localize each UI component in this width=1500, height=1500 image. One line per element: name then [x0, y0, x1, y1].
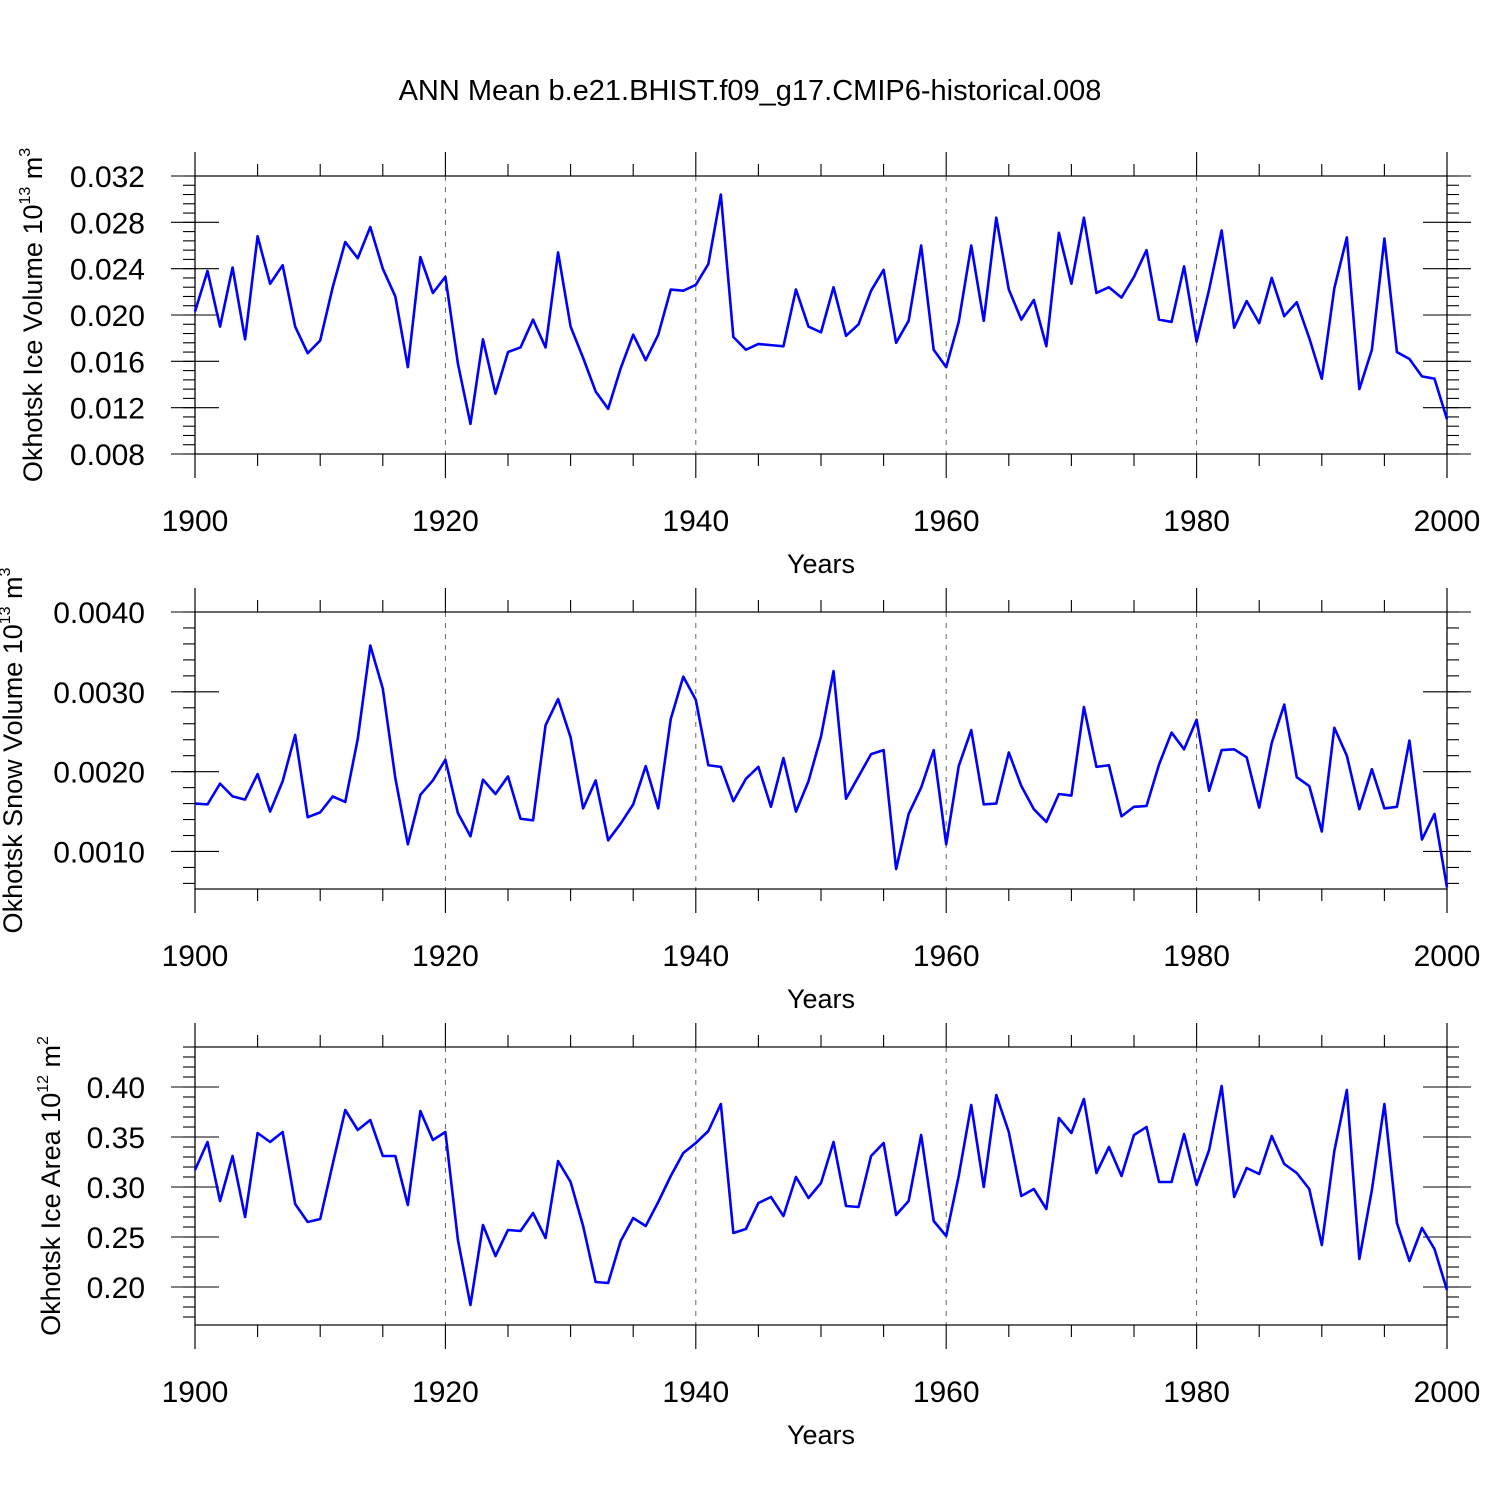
- y-tick-label: 0.028: [70, 207, 145, 240]
- x-tick-label: 1940: [662, 505, 729, 538]
- y-tick-label: 0.35: [87, 1122, 145, 1155]
- y-tick-label: 0.40: [87, 1072, 145, 1105]
- y-axis-label-exponent: 13: [17, 187, 34, 205]
- x-tick-label: 2000: [1414, 940, 1481, 973]
- plot-frame: [194, 175, 1448, 455]
- y-tick-label: 0.024: [70, 254, 145, 287]
- x-tick-label: 1920: [412, 940, 479, 973]
- y-axis-label-unit: m: [18, 157, 48, 187]
- panels: 0.008 0.012 0.016 0.020 0.024 0.028 0.032 1900 1…: [0, 148, 1480, 1450]
- y-tick-label: 0.032: [70, 161, 145, 194]
- y-axis-label-unit-exponent: 2: [35, 1036, 52, 1045]
- y-axis-label: Okhotsk Ice Volume 1013 m3: [17, 148, 48, 482]
- chart-panel-2: 0.0010 0.0020 0.0030 0.0040 1900 1920 1940 1960…: [0, 567, 1480, 1014]
- y-tick-label: 0.0040: [53, 597, 145, 630]
- y-tick-label: 0.25: [87, 1222, 145, 1255]
- y-tick-label: 0.0010: [53, 836, 145, 869]
- y-axis-label-unit-exponent: 3: [17, 148, 34, 157]
- x-tick-label: 2000: [1414, 1376, 1481, 1409]
- y-tick-label: 0.016: [70, 346, 145, 379]
- y-tick-label: 0.012: [70, 393, 145, 426]
- plot-frame: [194, 1046, 1448, 1326]
- y-axis-label: Okhotsk Snow Volume 1013 m3: [0, 567, 28, 933]
- x-tick-label: 1920: [412, 1376, 479, 1409]
- x-tick-label: 1900: [162, 1376, 229, 1409]
- x-tick-label: 1980: [1163, 505, 1230, 538]
- x-tick-label: 1960: [913, 505, 980, 538]
- y-tick-label: 0.30: [87, 1172, 145, 1205]
- y-axis-label-text: Okhotsk Ice Volume 10: [18, 205, 48, 483]
- x-tick-label: 1900: [162, 505, 229, 538]
- x-axis-label: Years: [787, 984, 855, 1014]
- x-tick-label: 1920: [412, 505, 479, 538]
- x-tick-label: 1980: [1163, 940, 1230, 973]
- x-tick-label: 1940: [662, 1376, 729, 1409]
- y-axis-label-unit: m: [36, 1045, 66, 1075]
- x-tick-label: 1900: [162, 940, 229, 973]
- x-axis-label: Years: [787, 1420, 855, 1450]
- series-line: [194, 644, 1449, 888]
- y-tick-label: 0.008: [70, 439, 145, 472]
- y-axis-label-text: Okhotsk Snow Volume 10: [0, 624, 28, 933]
- x-tick-label: 1940: [662, 940, 729, 973]
- y-tick-label: 0.020: [70, 300, 145, 333]
- y-axis-label-text: Okhotsk Ice Area 10: [36, 1093, 66, 1336]
- y-tick-label: 0.20: [87, 1272, 145, 1305]
- x-tick-label: 2000: [1414, 505, 1481, 538]
- y-tick-label: 0.0020: [53, 757, 145, 790]
- chart-panel-3: 0.20 0.25 0.30 0.35 0.40 1900 1920 1940 1960 1980…: [35, 1023, 1480, 1450]
- series-line: [193, 193, 1449, 426]
- x-tick-label: 1960: [913, 1376, 980, 1409]
- y-axis-label-unit-exponent: 3: [0, 567, 14, 576]
- y-axis-label-exponent: 13: [0, 606, 14, 624]
- x-tick-label: 1980: [1163, 1376, 1230, 1409]
- plot-frame: [194, 611, 1448, 890]
- y-axis-label-exponent: 12: [35, 1075, 52, 1093]
- x-tick-label: 1960: [913, 940, 980, 973]
- y-tick-label: 0.0030: [53, 677, 145, 710]
- y-axis-label-unit: m: [0, 576, 28, 606]
- chart-panel-1: 0.008 0.012 0.016 0.020 0.024 0.028 0.032 1900 1…: [17, 148, 1480, 579]
- x-axis-label: Years: [787, 549, 855, 579]
- series-line: [193, 1084, 1449, 1307]
- y-axis-label: Okhotsk Ice Area 1012 m2: [35, 1036, 66, 1336]
- figure-title: ANN Mean b.e21.BHIST.f09_g17.CMIP6-histo…: [399, 75, 1102, 107]
